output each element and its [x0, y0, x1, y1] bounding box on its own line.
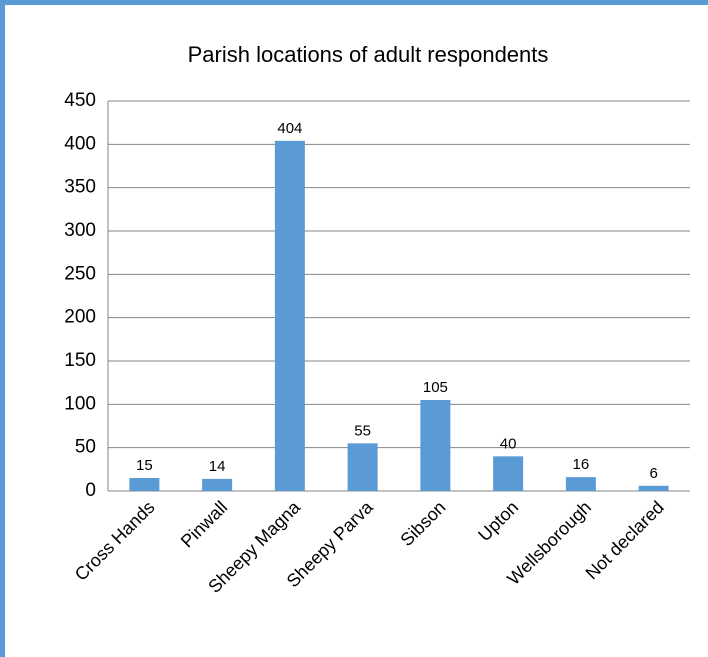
data-label: 14 [209, 458, 226, 475]
bar [129, 478, 160, 491]
data-label: 404 [277, 120, 302, 137]
y-tick-label: 200 [64, 307, 96, 328]
chart-title: Parish locations of adult respondents [188, 42, 549, 67]
y-tick-label: 450 [64, 90, 96, 111]
data-label: 15 [136, 457, 153, 474]
data-label: 55 [354, 422, 371, 439]
data-label: 40 [500, 435, 517, 452]
bar [274, 140, 305, 491]
y-tick-label: 350 [64, 177, 96, 198]
bar [202, 478, 233, 491]
y-tick-label: 50 [75, 437, 96, 458]
bar [565, 477, 596, 491]
y-tick-label: 0 [85, 480, 96, 501]
y-tick-label: 250 [64, 263, 96, 284]
data-label: 105 [423, 379, 448, 396]
data-label: 6 [649, 465, 657, 482]
frame-top [0, 0, 708, 5]
bar [493, 456, 524, 491]
data-label: 16 [573, 456, 590, 473]
frame-left [0, 0, 5, 657]
y-tick-label: 100 [64, 393, 96, 414]
y-tick-label: 150 [64, 350, 96, 371]
bar [638, 485, 669, 491]
bar [347, 443, 378, 491]
y-tick-label: 400 [64, 133, 96, 154]
bar [420, 400, 451, 491]
y-tick-label: 300 [64, 220, 96, 241]
